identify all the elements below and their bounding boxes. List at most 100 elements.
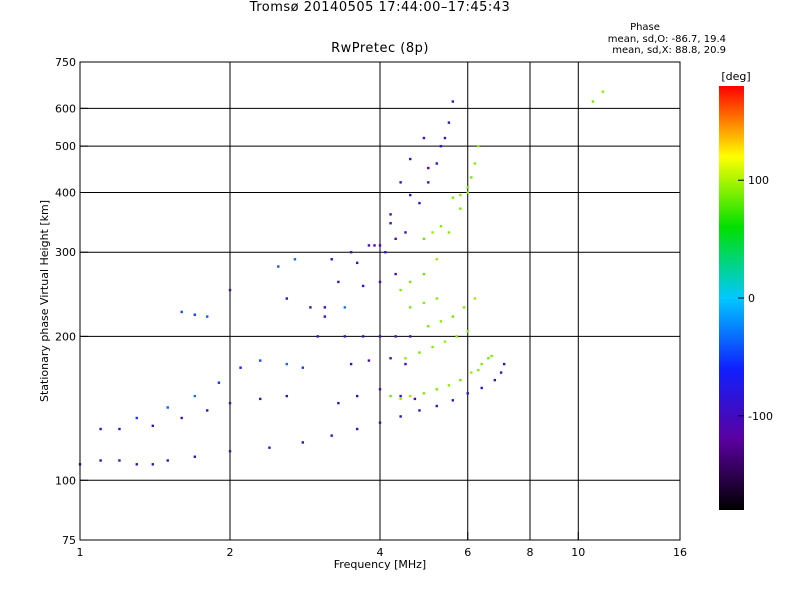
colorbar-tick-label: -100 (748, 410, 773, 423)
echo-point (389, 394, 392, 398)
echo-point (466, 392, 469, 395)
echo-point (228, 450, 232, 453)
echo-point (301, 366, 305, 369)
phase-stats-x-mode: mean, sd,X: 88.8, 20.9 (612, 45, 726, 56)
echo-point (473, 297, 477, 300)
echo-point (330, 258, 333, 261)
echo-point (343, 306, 347, 309)
echo-point (367, 244, 371, 247)
echo-point (459, 193, 462, 197)
colorbar-tick-label: 0 (748, 292, 755, 305)
echo-point (384, 251, 387, 254)
echo-point (413, 397, 417, 401)
echo-point (427, 181, 430, 184)
echo-point (323, 315, 327, 318)
y-axis-ticks: 75 100 200 300 400 500 600 750 (55, 56, 88, 547)
echo-point (118, 459, 121, 462)
echo-point (466, 191, 469, 194)
echo-point (277, 265, 280, 268)
echo-point (480, 386, 483, 390)
echo-point (435, 162, 438, 165)
echo-point (361, 284, 365, 288)
echo-point (217, 381, 221, 384)
echo-point (409, 193, 412, 197)
echo-point (422, 272, 426, 276)
echo-point (337, 280, 340, 284)
echo-point (135, 416, 138, 420)
echo-point (205, 409, 209, 412)
echo-point (285, 297, 288, 300)
echo-point (431, 231, 434, 234)
echo-point (399, 288, 402, 292)
echo-point (451, 100, 455, 103)
echo-point (309, 306, 312, 309)
echo-point (447, 121, 451, 124)
echo-point (389, 213, 392, 216)
echo-point (480, 362, 483, 366)
echo-point (404, 357, 407, 360)
echo-point (367, 359, 371, 362)
echo-point (435, 297, 438, 300)
echo-point (349, 251, 353, 254)
echo-point (409, 157, 412, 161)
echo-point (418, 201, 421, 205)
echo-point (451, 315, 455, 318)
echo-point (205, 315, 209, 318)
echo-point (399, 181, 402, 184)
echo-point (389, 222, 392, 225)
echo-point (293, 258, 297, 261)
echo-point (99, 427, 102, 431)
echo-point (193, 313, 197, 316)
echo-point (418, 351, 421, 354)
echo-point (493, 378, 497, 382)
x-tick-label: 16 (673, 546, 687, 559)
echo-point (435, 404, 438, 408)
echo-point (490, 354, 493, 358)
echo-point (394, 237, 397, 241)
echo-point (394, 335, 397, 338)
x-tick-label: 4 (377, 546, 384, 559)
echo-point (409, 335, 412, 338)
echo-point (330, 434, 333, 437)
echo-point (422, 392, 426, 395)
echo-point (447, 384, 451, 387)
x-tick-label: 8 (527, 546, 534, 559)
echo-point (193, 455, 197, 458)
echo-point (451, 399, 455, 402)
echo-point (409, 394, 412, 398)
echo-point (477, 144, 480, 148)
echo-point (399, 397, 402, 401)
echo-point (502, 362, 506, 366)
echo-point (166, 459, 169, 462)
echo-point (228, 288, 232, 292)
echo-point (443, 136, 447, 140)
echo-point (268, 446, 271, 449)
echo-point (361, 335, 365, 338)
echo-point (462, 306, 466, 309)
chart-title-line2: RwPretec (8p) (331, 41, 429, 56)
echo-point (439, 320, 443, 323)
echo-point (431, 345, 434, 349)
echo-point (477, 368, 480, 372)
echo-point (418, 409, 421, 412)
echo-point (355, 261, 359, 265)
echo-point (451, 196, 455, 199)
echo-point (447, 231, 451, 234)
y-tick-label: 300 (55, 246, 76, 259)
echo-point (435, 258, 438, 261)
y-tick-label: 750 (55, 56, 76, 69)
y-tick-label: 75 (62, 534, 76, 547)
echo-point (422, 237, 426, 241)
echo-point (601, 90, 605, 93)
x-tick-label: 1 (77, 546, 84, 559)
echo-point (422, 301, 426, 305)
echo-point (443, 340, 447, 343)
echo-point (316, 335, 319, 338)
x-axis-ticks: 1 2 4 6 8 10 16 (77, 532, 687, 559)
echo-points (78, 90, 605, 466)
echo-point (466, 330, 469, 333)
colorbar-label: [deg] (721, 70, 750, 83)
echo-point (166, 406, 169, 409)
echo-point (459, 378, 462, 382)
